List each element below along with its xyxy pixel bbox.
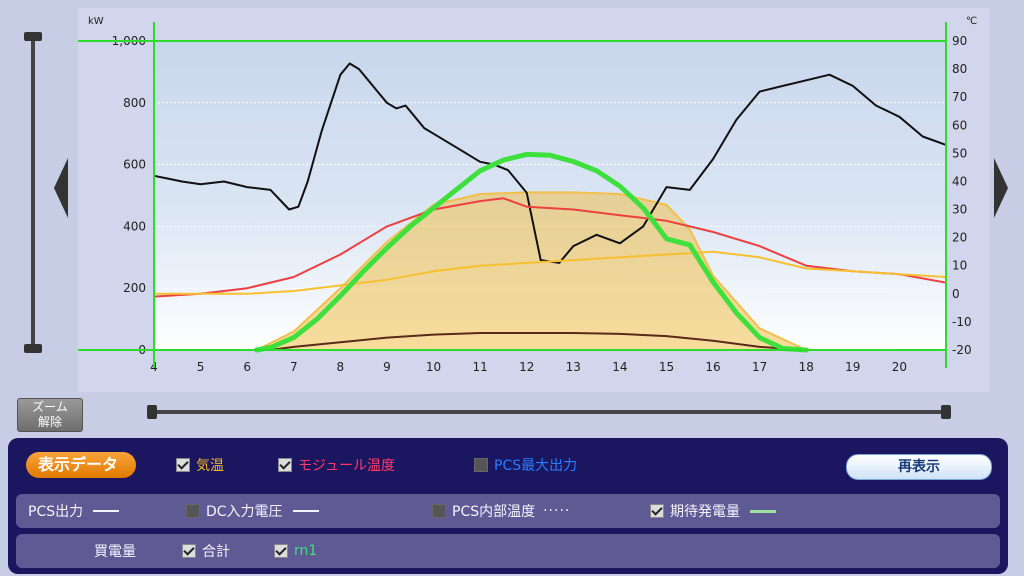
checkbox-icon[interactable] <box>278 458 292 472</box>
horizontal-slider-handle-right[interactable] <box>941 405 951 419</box>
toggle-module-temp[interactable]: モジュール温度 <box>278 456 395 474</box>
legend-line-icon <box>292 510 319 512</box>
series-期待発電量-line <box>254 151 809 353</box>
y-right-tick-label: 50 <box>952 146 967 160</box>
checkbox-icon[interactable] <box>474 458 488 472</box>
y-right-unit-label: ℃ <box>966 16 977 27</box>
controls-row-pcs: PCS出力 DC入力電圧 PCS内部温度 ····· 期待発電量 <box>16 494 1000 528</box>
x-tick-label: 9 <box>383 360 391 374</box>
legend-line-icon <box>93 510 120 512</box>
pcs-max-output-label: PCS最大出力 <box>494 458 578 474</box>
x-tick-label: 8 <box>337 360 345 374</box>
zoom-reset-line1: ズーム <box>32 400 68 414</box>
horizontal-slider-handle-left[interactable] <box>147 405 157 419</box>
x-tick-label: 12 <box>519 360 534 374</box>
checkbox-icon[interactable] <box>176 458 190 472</box>
y-left-tick-label: 400 <box>123 219 146 233</box>
checkbox-icon[interactable] <box>182 544 196 558</box>
checkbox-icon[interactable] <box>650 504 664 518</box>
power-chart: 1,00080060040020009080706050403020100-10… <box>78 16 977 374</box>
y-right-tick-label: 60 <box>952 118 967 132</box>
controls-row-purchase: 買電量 合計 rn1 <box>16 534 1000 568</box>
horizontal-zoom-slider[interactable] <box>152 410 947 414</box>
y-right-tick-label: 20 <box>952 231 967 245</box>
series-気温-line <box>153 62 947 264</box>
previous-arrow-icon[interactable] <box>54 158 68 218</box>
x-tick-label: 13 <box>566 360 581 374</box>
y-right-tick-label: 10 <box>952 259 967 273</box>
next-arrow-icon[interactable] <box>994 158 1008 218</box>
purchase-power-label: 買電量 <box>94 544 136 560</box>
y-left-unit-label: kW <box>88 16 104 27</box>
dc-input-voltage-label: DC入力電圧 <box>206 504 283 520</box>
pcs-output-label: PCS出力 <box>28 504 84 520</box>
series-PCS出力-area <box>256 191 807 351</box>
display-data-label: 表示データ <box>26 452 137 478</box>
x-tick-label: 6 <box>243 360 251 374</box>
rn1-label: rn1 <box>294 543 318 559</box>
checkbox-icon[interactable] <box>186 504 200 518</box>
display-controls: 表示データ 気温 モジュール温度 PCS最大出力 再表示 PCS出力 DC入力電… <box>8 438 1008 574</box>
series-合計-line <box>269 332 808 351</box>
toggle-total[interactable]: 合計 <box>182 542 230 560</box>
x-tick-label: 10 <box>426 360 441 374</box>
x-tick-label: 14 <box>612 360 627 374</box>
legend-line-icon <box>750 509 776 513</box>
x-tick-label: 11 <box>472 360 487 374</box>
x-tick-label: 20 <box>892 360 907 374</box>
toggle-dc-input-voltage[interactable]: DC入力電圧 <box>186 502 319 520</box>
redisplay-button[interactable]: 再表示 <box>846 454 992 480</box>
x-tick-label: 18 <box>799 360 814 374</box>
checkbox-icon[interactable] <box>274 544 288 558</box>
y-left-tick-label: 800 <box>123 96 146 110</box>
y-right-tick-label: 90 <box>952 34 967 48</box>
pcs-internal-temp-label: PCS内部温度 <box>452 504 536 520</box>
vertical-slider-handle-bottom[interactable] <box>24 344 42 353</box>
toggle-pcs-max-output[interactable]: PCS最大出力 <box>474 456 577 474</box>
x-tick-label: 16 <box>705 360 720 374</box>
expected-generation-label: 期待発電量 <box>670 504 740 520</box>
y-left-tick-label: 200 <box>123 281 146 295</box>
legend-dots-icon: ····· <box>543 503 571 519</box>
controls-row-main: 表示データ 気温 モジュール温度 PCS最大出力 再表示 <box>16 448 1000 482</box>
y-right-tick-label: 40 <box>952 174 967 188</box>
vertical-slider-handle-top[interactable] <box>24 32 42 41</box>
x-tick-label: 17 <box>752 360 767 374</box>
toggle-air-temp[interactable]: 気温 <box>176 456 224 474</box>
x-tick-label: 15 <box>659 360 674 374</box>
toggle-rn1[interactable]: rn1 <box>274 542 317 560</box>
pcs-output-legend: PCS出力 <box>28 502 120 520</box>
y-right-tick-label: -10 <box>952 315 972 329</box>
series-モジュール温度-line <box>153 197 947 298</box>
y-right-tick-label: 30 <box>952 203 967 217</box>
air-temp-label: 気温 <box>196 458 224 474</box>
x-tick-label: 19 <box>845 360 860 374</box>
toggle-expected-generation[interactable]: 期待発電量 <box>650 502 776 520</box>
y-left-tick-label: 600 <box>123 158 146 172</box>
module-temp-label: モジュール温度 <box>298 458 396 474</box>
zoom-reset-line2: 解除 <box>37 415 62 429</box>
y-right-tick-label: 80 <box>952 62 967 76</box>
toggle-pcs-internal-temp[interactable]: PCS内部温度 ····· <box>432 502 570 520</box>
zoom-reset-button[interactable]: ズーム 解除 <box>17 398 83 432</box>
y-right-tick-label: -20 <box>952 343 972 357</box>
x-tick-label: 5 <box>197 360 205 374</box>
checkbox-icon[interactable] <box>432 504 446 518</box>
x-tick-label: 7 <box>290 360 298 374</box>
vertical-zoom-slider[interactable] <box>31 36 35 349</box>
series-日射量-line <box>153 250 947 295</box>
y-right-tick-label: 0 <box>952 287 960 301</box>
y-right-tick-label: 70 <box>952 90 967 104</box>
chart-panel: 1,00080060040020009080706050403020100-10… <box>78 8 990 392</box>
total-label: 合計 <box>202 544 230 560</box>
